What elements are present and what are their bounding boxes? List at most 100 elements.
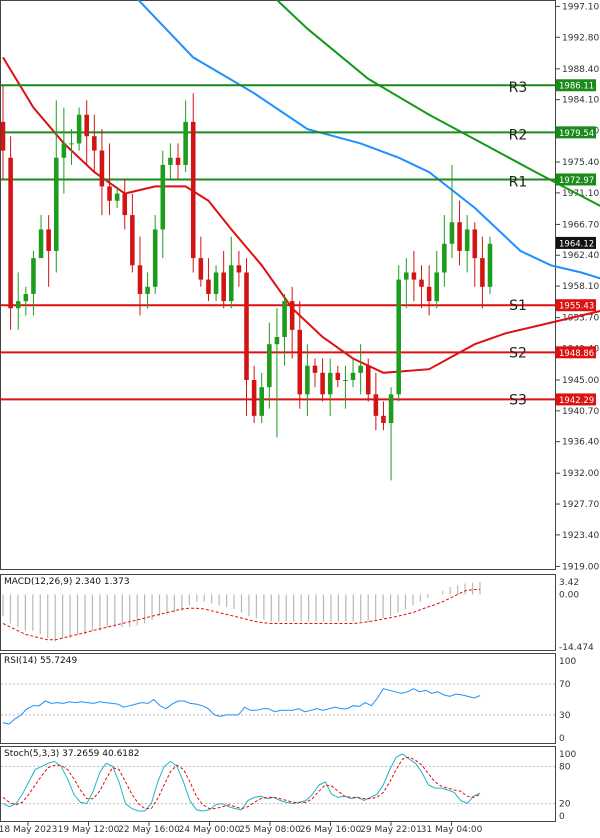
candle-body [61, 143, 67, 158]
candle [411, 250, 417, 302]
candle [228, 236, 234, 309]
candle-body [404, 272, 409, 280]
candle [69, 129, 74, 165]
candle [297, 301, 303, 409]
level-price-badge: 1942.29 [556, 393, 596, 406]
candle [289, 286, 295, 359]
candle-body [76, 114, 82, 144]
candle [419, 265, 424, 309]
candle [305, 344, 310, 416]
candle-body [274, 336, 280, 345]
candle-body [46, 229, 51, 251]
candle [236, 250, 242, 287]
candle [213, 265, 219, 302]
candle-body [213, 272, 219, 294]
candle-body [320, 372, 325, 395]
stoch-tick-label: 20 [559, 800, 571, 810]
price-tick-label: 1919.00 [562, 562, 599, 572]
candle [358, 344, 363, 395]
current-price-label: 1964.12 [559, 239, 594, 249]
candle [480, 236, 485, 309]
candle [46, 215, 51, 287]
level-badge-label: 1942.29 [559, 396, 594, 406]
price-tick-label: 1923.40 [562, 531, 599, 541]
level-price-badge: 1948.86 [556, 346, 596, 359]
candle-body [221, 272, 226, 302]
time-tick-label: 29 May 22:01 [360, 825, 422, 835]
moving-average-line [137, 0, 600, 280]
candle [350, 358, 356, 388]
candle-body [312, 365, 318, 373]
candle [53, 100, 59, 273]
candle-body [244, 272, 249, 380]
level-badge-bg [556, 173, 596, 186]
price-tick-label: 1984.10 [562, 96, 599, 106]
macd-tick-label: 0.00 [559, 590, 579, 600]
time-tick-label: 19 May 12:00 [58, 825, 120, 835]
candle [145, 272, 150, 309]
price-tick-label: 1975.40 [562, 158, 599, 168]
price-tick-label: 1988.40 [562, 65, 599, 75]
rsi-line [2, 688, 481, 725]
candle [183, 100, 188, 173]
candle [160, 150, 166, 259]
candle [259, 372, 265, 424]
candle-body [8, 157, 13, 309]
candle-body [160, 164, 166, 230]
rsi-tick-label: 0 [559, 734, 565, 744]
candle-body [419, 279, 424, 287]
candle [190, 93, 196, 273]
candle [388, 387, 394, 481]
candle-body [373, 394, 379, 416]
price-tick-label: 1992.80 [562, 33, 599, 43]
candle-body [343, 380, 348, 381]
rsi-panel [0, 653, 556, 744]
level-badge-bg [556, 393, 596, 406]
candle-body [472, 229, 478, 259]
candle [107, 143, 112, 216]
candle-body [487, 243, 493, 287]
stoch-tick-label: 80 [559, 762, 571, 772]
candle-body [305, 365, 310, 395]
candle [168, 143, 173, 180]
candle-body [84, 114, 89, 137]
macd-tick-label: -14.474 [559, 643, 594, 653]
candle-body [251, 380, 257, 416]
candle [76, 107, 82, 151]
candle [31, 250, 36, 316]
candle-body [183, 121, 188, 165]
candle-body [350, 372, 356, 380]
time-tick-label: 26 May 16:00 [300, 825, 362, 835]
candle [23, 286, 29, 316]
candle-body [236, 265, 242, 273]
rsi-tick-label: 100 [559, 657, 576, 667]
candle-body [175, 157, 181, 165]
time-tick-label: 24 May 00:00 [179, 825, 241, 835]
candle [92, 114, 97, 173]
level-name-r2: R2 [509, 127, 528, 143]
candle-body [335, 372, 341, 380]
macd-signal-line [2, 588, 481, 641]
price-tick-label: 1940.70 [562, 407, 599, 417]
rsi-tick-label: 30 [559, 711, 571, 721]
candle-body [365, 365, 371, 395]
level-name-s1: S1 [509, 298, 527, 314]
level-price-badge: 1986.11 [556, 79, 596, 92]
candle [396, 265, 401, 402]
level-name-s2: S2 [509, 345, 527, 361]
price-tick-label: 1936.40 [562, 438, 599, 448]
candle-body [168, 157, 173, 165]
candle-body [190, 121, 196, 259]
candle-body [282, 301, 287, 337]
candle [61, 107, 67, 194]
candle [15, 272, 21, 330]
candle-body [297, 329, 303, 395]
candle-body [198, 258, 204, 280]
stoch-tick-label: 0 [559, 812, 565, 822]
level-badge-label: 1972.97 [559, 176, 594, 186]
candle-body [114, 193, 120, 201]
candle [487, 236, 493, 294]
price-tick-label: 1945.00 [562, 376, 599, 386]
candle [373, 372, 379, 431]
candle-body [388, 394, 394, 424]
